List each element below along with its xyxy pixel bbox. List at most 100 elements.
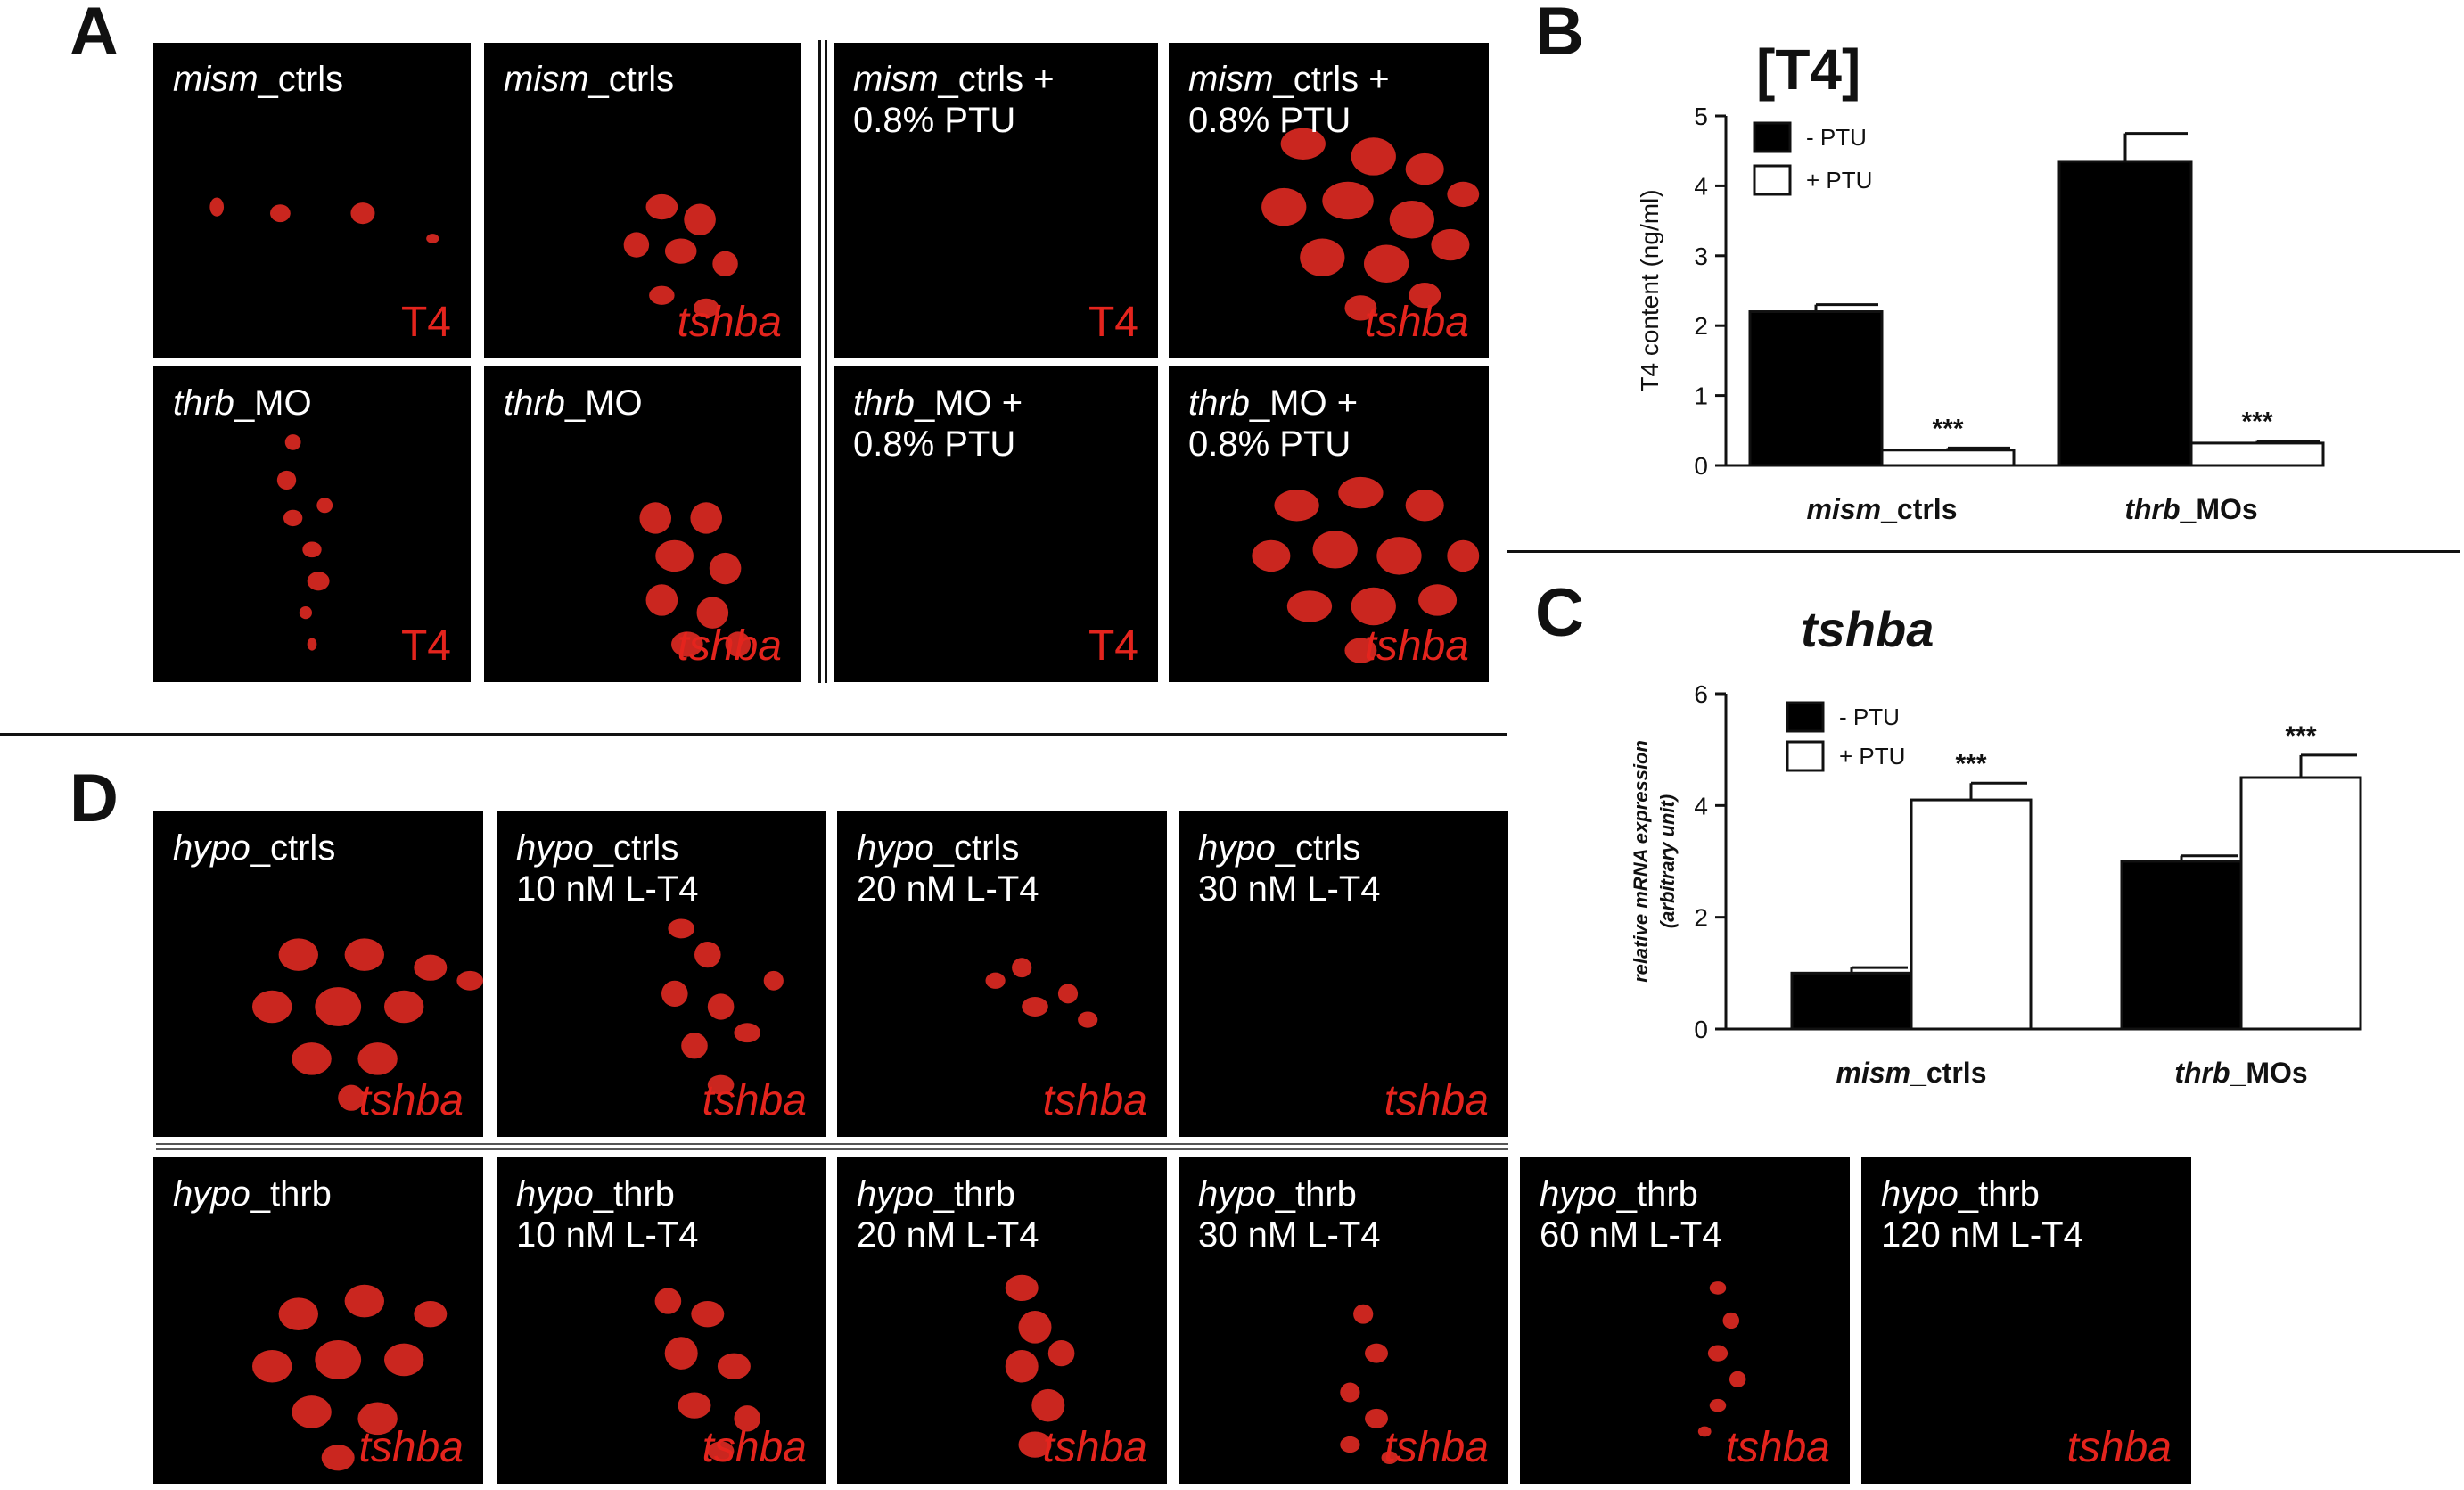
- cell-cluster: [1252, 476, 1480, 663]
- condition-label: mism_ctrls: [504, 59, 674, 100]
- stained-cell: [668, 918, 694, 939]
- stained-cell: [1300, 238, 1345, 276]
- stained-cell: [1005, 1274, 1039, 1302]
- condition-suffix: _thrb: [593, 1174, 675, 1214]
- stained-cell: [1344, 638, 1377, 663]
- x-tick-label: mism_ctrls: [1836, 1057, 1987, 1089]
- stained-cell: [1047, 1339, 1075, 1367]
- condition-prefix: hypo: [1198, 1174, 1276, 1214]
- stained-cell: [671, 631, 703, 657]
- bar: [2239, 776, 2362, 1031]
- micrograph-thrb-mo-ptu-tshba: thrb_MO +0.8% PTU tshba: [1169, 366, 1489, 682]
- y-tick-label: 5: [1694, 103, 1708, 130]
- cell-cluster: [623, 193, 738, 317]
- cell-cluster: [252, 938, 483, 1111]
- stained-cell: [661, 980, 688, 1007]
- condition-label: thrb_MO: [504, 383, 643, 424]
- panel-label-a: A: [70, 0, 119, 70]
- condition-dose: 0.8% PTU: [1188, 101, 1351, 140]
- stain-label: tshba: [1725, 1424, 1830, 1471]
- bar: [1910, 798, 2033, 1031]
- significance-marker: ***: [1932, 414, 1963, 443]
- y-axis-label-unit: (arbitrary unit): [1656, 794, 1679, 928]
- micrograph-thrb-mo-tshba: thrb_MO tshba: [484, 366, 801, 682]
- bar: [1880, 449, 2016, 467]
- stain-label: T4: [1088, 299, 1138, 346]
- stained-cell: [654, 1288, 682, 1314]
- stained-cell: [1729, 1371, 1746, 1388]
- cell-cluster: [1005, 1274, 1075, 1458]
- y-tick-label: 2: [1694, 904, 1708, 932]
- stained-cell: [316, 498, 333, 514]
- stained-cell: [278, 938, 318, 971]
- stained-cell: [1447, 539, 1480, 572]
- stained-cell: [414, 954, 448, 981]
- stained-cell: [284, 434, 301, 450]
- micrograph-thrb-mo-ptu-t4: thrb_MO +0.8% PTU T4: [834, 366, 1158, 682]
- condition-suffix: _ctrls: [933, 828, 1020, 868]
- condition-suffix: _thrb: [250, 1174, 332, 1214]
- y-tick-label: 0: [1694, 1016, 1708, 1043]
- condition-label: hypo_thrb 120 nM L-T4: [1881, 1173, 2083, 1255]
- condition-suffix: _thrb: [933, 1174, 1015, 1214]
- bar: [1748, 310, 1884, 467]
- stained-cell: [684, 203, 716, 235]
- micrograph-hypo-thrb-30nm: hypo_thrb 30 nM L-T4 tshba: [1179, 1157, 1508, 1484]
- stained-cell: [1709, 1281, 1727, 1295]
- stained-cell: [763, 970, 784, 991]
- condition-prefix: thrb: [853, 383, 915, 423]
- condition-suffix: _MO +: [1249, 383, 1359, 423]
- y-axis-label: T4 content (ng/ml): [1636, 189, 1663, 391]
- significance-marker: ***: [2285, 721, 2316, 751]
- bar: [1790, 971, 1913, 1031]
- stained-cell: [1709, 1398, 1727, 1412]
- stained-cell: [1012, 958, 1032, 978]
- condition-label: hypo_ctrls 20 nM L-T4: [857, 827, 1039, 910]
- condition-label: hypo_ctrls: [173, 827, 335, 868]
- condition-prefix: thrb: [173, 383, 234, 423]
- legend-label: - PTU: [1806, 124, 1867, 151]
- condition-suffix: _ctrls: [250, 828, 336, 868]
- condition-label: mism_ctrls +0.8% PTU: [853, 59, 1055, 141]
- stained-cell: [725, 631, 752, 657]
- condition-prefix: mism: [504, 60, 589, 99]
- y-axis-label: relative mRNA expression: [1630, 740, 1652, 983]
- stained-cell: [1376, 537, 1422, 575]
- stained-cell: [645, 584, 678, 616]
- condition-prefix: hypo: [1198, 828, 1276, 868]
- condition-suffix: _ctrls: [258, 60, 344, 99]
- stain-label: T4: [1088, 622, 1138, 670]
- stained-cell: [292, 1395, 332, 1428]
- stained-cell: [338, 1084, 365, 1111]
- stained-cell: [1365, 1343, 1388, 1363]
- stained-cell: [344, 938, 384, 971]
- stained-cell: [690, 502, 722, 534]
- stain-label: tshba: [2066, 1424, 2172, 1471]
- y-tick-label: 4: [1694, 172, 1708, 200]
- stained-cell: [307, 638, 317, 651]
- stained-cell: [456, 970, 483, 991]
- stained-cell: [1018, 1311, 1052, 1344]
- stained-cell: [696, 597, 729, 629]
- condition-suffix: _MO +: [914, 383, 1023, 423]
- condition-suffix: _ctrls +: [938, 60, 1055, 99]
- cell-cluster: [639, 502, 752, 657]
- condition-suffix: _ctrls +: [1273, 60, 1390, 99]
- stained-cell: [645, 193, 678, 220]
- cell-cluster: [1261, 128, 1480, 321]
- stain-label: tshba: [358, 1424, 464, 1471]
- condition-label: hypo_ctrls 10 nM L-T4: [516, 827, 699, 910]
- panel-label-c: C: [1535, 575, 1584, 651]
- divider-a-d: [0, 733, 1507, 736]
- condition-suffix: _ctrls: [1275, 828, 1361, 868]
- x-tick-label: mism_ctrls: [1807, 493, 1958, 525]
- stained-cell: [1018, 1431, 1052, 1458]
- condition-dose: 20 nM L-T4: [857, 1215, 1039, 1255]
- stained-cell: [1322, 181, 1374, 220]
- stained-cell: [321, 1445, 355, 1471]
- condition-suffix: _MO: [234, 383, 312, 423]
- condition-suffix: _ctrls: [588, 60, 675, 99]
- micrograph-mism-ctrls-tshba: mism_ctrls tshba: [484, 43, 801, 358]
- condition-label: thrb_MO: [173, 383, 312, 424]
- chart-title: [T4]: [1756, 37, 1860, 102]
